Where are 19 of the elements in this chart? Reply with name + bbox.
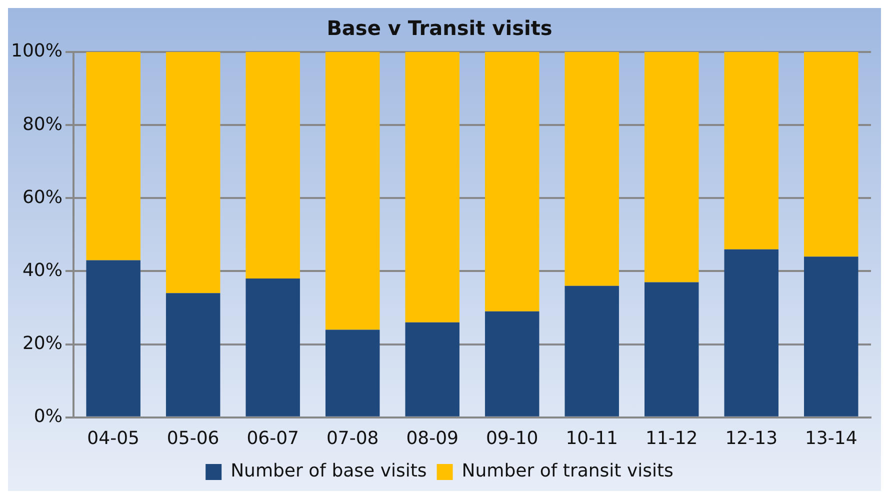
- y-tick-label: 40%: [22, 260, 62, 281]
- y-tick-label: 20%: [22, 332, 62, 354]
- x-tick-label: 07-08: [326, 428, 379, 449]
- x-tick-label: 06-07: [246, 428, 299, 449]
- x-tick-label: 11-12: [645, 428, 698, 449]
- x-tick-label: 10-11: [566, 428, 618, 449]
- x-tick-label: 09-10: [486, 428, 538, 449]
- x-tick-label: 04-05: [87, 428, 140, 449]
- x-tick-label: 12-13: [725, 428, 778, 449]
- chart-title: Base v Transit visits: [326, 16, 552, 40]
- x-tick-label: 08-09: [406, 428, 459, 449]
- y-tick-label: 60%: [22, 186, 62, 208]
- x-tick-label: 05-06: [166, 428, 220, 449]
- legend-label: Number of base visits: [230, 460, 427, 482]
- y-tick-label: 100%: [10, 40, 62, 62]
- legend-label: Number of transit visits: [462, 460, 674, 482]
- x-tick-label: 13-14: [804, 428, 858, 449]
- y-tick-label: 80%: [22, 114, 62, 135]
- y-tick-label: 0%: [34, 406, 62, 428]
